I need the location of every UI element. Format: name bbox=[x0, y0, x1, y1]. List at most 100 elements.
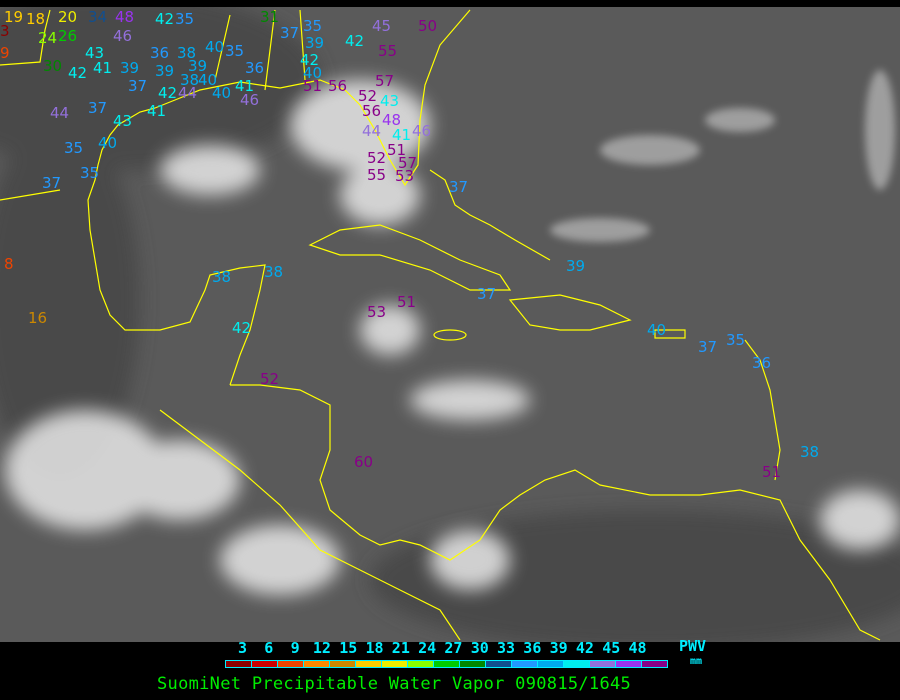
legend-tick: 30 bbox=[470, 639, 489, 657]
legend-tick: 24 bbox=[418, 639, 437, 657]
station-pwv-value: 52 bbox=[358, 87, 377, 105]
legend-tick: 42 bbox=[575, 639, 594, 657]
station-pwv-value: 40 bbox=[98, 134, 117, 152]
station-pwv-value: 39 bbox=[566, 257, 585, 275]
station-pwv-value: 20 bbox=[58, 8, 77, 26]
color-bar bbox=[225, 660, 668, 668]
station-pwv-value: 37 bbox=[698, 338, 717, 356]
legend-swatch bbox=[252, 661, 278, 667]
station-pwv-value: 35 bbox=[175, 10, 194, 28]
legend-swatch bbox=[616, 661, 642, 667]
legend-swatch bbox=[408, 661, 434, 667]
station-pwv-value: 45 bbox=[372, 17, 391, 35]
station-pwv-value: 52 bbox=[367, 149, 386, 167]
unit-label: PWV bbox=[679, 637, 707, 655]
legend-tick: 12 bbox=[312, 639, 331, 657]
station-pwv-value: 44 bbox=[178, 84, 197, 102]
land-shading bbox=[0, 7, 900, 642]
station-pwv-value: 46 bbox=[240, 91, 259, 109]
legend-swatch bbox=[460, 661, 486, 667]
legend-swatch bbox=[590, 661, 616, 667]
station-pwv-value: 51 bbox=[303, 77, 322, 95]
legend-tick: 48 bbox=[628, 639, 647, 657]
legend-swatch bbox=[330, 661, 356, 667]
station-pwv-value: 55 bbox=[367, 166, 386, 184]
legend-tick: 3 bbox=[238, 639, 248, 657]
hispaniola bbox=[508, 294, 632, 331]
station-pwv-value: 42 bbox=[345, 32, 364, 50]
station-pwv-value: 38 bbox=[177, 44, 196, 62]
station-pwv-value: 35 bbox=[225, 42, 244, 60]
station-pwv-value: 36 bbox=[150, 44, 169, 62]
unit-sub-label: mm bbox=[690, 656, 703, 667]
station-pwv-value: 53 bbox=[395, 167, 414, 185]
station-pwv-value: 37 bbox=[88, 99, 107, 117]
station-pwv-value: 55 bbox=[378, 42, 397, 60]
station-pwv-value: 41 bbox=[93, 59, 112, 77]
station-pwv-value: 38 bbox=[264, 263, 283, 281]
central-america-caribbean-coast bbox=[230, 384, 881, 641]
legend-swatch bbox=[304, 661, 330, 667]
legend-swatch bbox=[642, 661, 667, 667]
us-gulf-coast bbox=[87, 107, 266, 386]
station-pwv-value: 38 bbox=[212, 268, 231, 286]
station-pwv-value: 48 bbox=[382, 111, 401, 129]
station-pwv-value: 51 bbox=[387, 141, 406, 159]
legend-tick: 36 bbox=[523, 639, 542, 657]
cirrus-streaks bbox=[550, 70, 895, 242]
station-pwv-value: 40 bbox=[303, 64, 322, 82]
legend-tick: 33 bbox=[497, 639, 516, 657]
station-pwv-value: 50 bbox=[418, 17, 437, 35]
legend-swatch bbox=[434, 661, 460, 667]
legend-tick: 6 bbox=[264, 639, 274, 657]
legend-swatch bbox=[278, 661, 304, 667]
station-pwv-value: 42 bbox=[300, 51, 319, 69]
station-pwv-value: 46 bbox=[113, 27, 132, 45]
station-pwv-value: 39 bbox=[305, 34, 324, 52]
station-pwv-value: 56 bbox=[362, 102, 381, 120]
station-pwv-value: 51 bbox=[397, 293, 416, 311]
station-pwv-value: 57 bbox=[375, 72, 394, 90]
legend-tick: 27 bbox=[444, 639, 463, 657]
station-pwv-value: 35 bbox=[80, 164, 99, 182]
station-pwv-value: 43 bbox=[380, 92, 399, 110]
station-pwv-value: 57 bbox=[398, 154, 417, 172]
station-pwv-value: 52 bbox=[260, 370, 279, 388]
pacific-coast bbox=[159, 409, 461, 641]
station-pwv-value: 26 bbox=[58, 27, 77, 45]
station-pwv-value: 51 bbox=[762, 463, 781, 481]
station-pwv-value: 40 bbox=[198, 71, 217, 89]
legend-tick: 21 bbox=[391, 639, 410, 657]
legend-tick: 9 bbox=[290, 639, 300, 657]
station-pwv-value: 19 bbox=[4, 8, 23, 26]
legend-swatch bbox=[486, 661, 512, 667]
station-pwv-value: 53 bbox=[367, 303, 386, 321]
station-pwv-value: 42 bbox=[68, 64, 87, 82]
legend: 3 6 9 12 15 18 21 24 27 30 33 36 39 42 45 48 PWV mm Suo… bbox=[0, 637, 900, 700]
legend-swatch bbox=[356, 661, 382, 667]
puerto-rico bbox=[654, 329, 686, 339]
jamaica bbox=[433, 329, 467, 341]
legend-tick: 45 bbox=[602, 639, 621, 657]
legend-swatch bbox=[382, 661, 408, 667]
us-north-gulf-coast bbox=[154, 9, 471, 187]
station-pwv-value: 35 bbox=[303, 17, 322, 35]
bahamas bbox=[429, 169, 551, 261]
cuba bbox=[308, 224, 512, 291]
station-pwv-value: 24 bbox=[38, 29, 57, 47]
legend-swatch bbox=[512, 661, 538, 667]
legend-tick: 18 bbox=[365, 639, 384, 657]
legend-tick: 15 bbox=[339, 639, 358, 657]
legend-swatch bbox=[538, 661, 564, 667]
lesser-antilles bbox=[744, 339, 781, 481]
station-pwv-value: 42 bbox=[155, 10, 174, 28]
station-pwv-value: 35 bbox=[726, 331, 745, 349]
station-pwv-value: 37 bbox=[477, 285, 496, 303]
station-pwv-value: 34 bbox=[88, 8, 107, 26]
station-pwv-value: 44 bbox=[50, 104, 69, 122]
station-pwv-value: 40 bbox=[205, 38, 224, 56]
state-lines bbox=[214, 9, 306, 91]
station-pwv-value: 38 bbox=[180, 71, 199, 89]
station-pwv-value: 37 bbox=[449, 178, 468, 196]
